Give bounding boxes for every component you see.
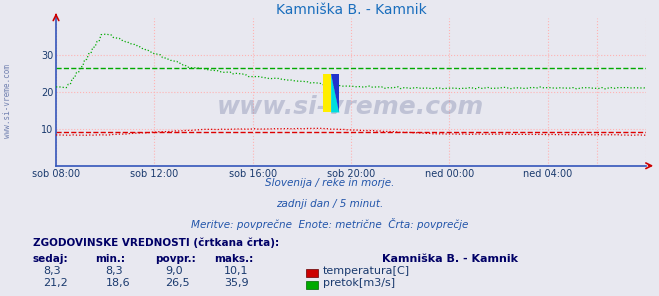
Text: pretok[m3/s]: pretok[m3/s]: [323, 278, 395, 288]
Text: Meritve: povprečne  Enote: metrične  Črta: povprečje: Meritve: povprečne Enote: metrične Črta:…: [191, 218, 468, 230]
Text: Slovenija / reke in morje.: Slovenija / reke in morje.: [265, 178, 394, 189]
Text: 8,3: 8,3: [43, 266, 61, 276]
Text: 21,2: 21,2: [43, 278, 68, 288]
Title: Kamniška B. - Kamnik: Kamniška B. - Kamnik: [275, 3, 426, 17]
Text: 9,0: 9,0: [165, 266, 183, 276]
Text: 35,9: 35,9: [224, 278, 248, 288]
Text: temperatura[C]: temperatura[C]: [323, 266, 410, 276]
Text: 8,3: 8,3: [105, 266, 123, 276]
Text: min.:: min.:: [96, 254, 126, 264]
Text: 18,6: 18,6: [105, 278, 130, 288]
Text: Kamniška B. - Kamnik: Kamniška B. - Kamnik: [382, 254, 518, 264]
Text: sedaj:: sedaj:: [33, 254, 69, 264]
Text: www.si-vreme.com: www.si-vreme.com: [3, 64, 13, 138]
Text: povpr.:: povpr.:: [155, 254, 196, 264]
Text: www.si-vreme.com: www.si-vreme.com: [217, 94, 484, 119]
Text: 10,1: 10,1: [224, 266, 248, 276]
Text: maks.:: maks.:: [214, 254, 254, 264]
Text: zadnji dan / 5 minut.: zadnji dan / 5 minut.: [276, 199, 383, 209]
Text: 26,5: 26,5: [165, 278, 189, 288]
Text: ZGODOVINSKE VREDNOSTI (črtkana črta):: ZGODOVINSKE VREDNOSTI (črtkana črta):: [33, 237, 279, 248]
